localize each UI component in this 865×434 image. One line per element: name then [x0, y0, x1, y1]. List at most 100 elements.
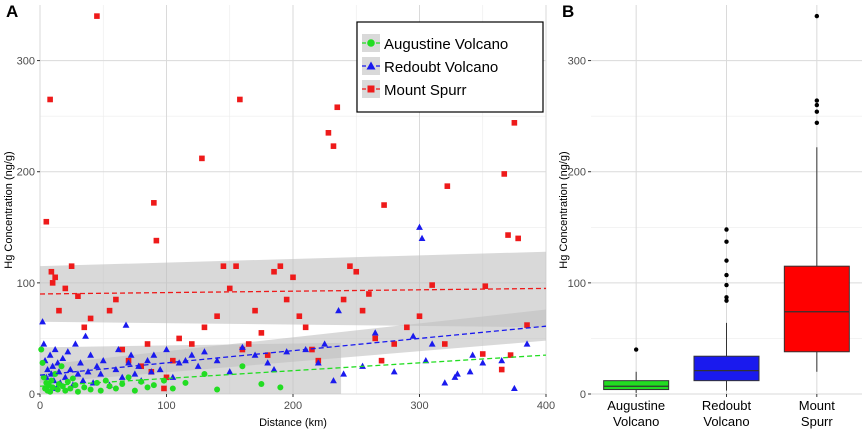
box-outlier: [724, 227, 729, 232]
data-point-spurr: [226, 285, 233, 292]
legend-marker-spurr: [367, 85, 375, 93]
data-point-redoubt: [49, 362, 57, 369]
data-point-spurr: [378, 357, 385, 364]
data-point-spurr: [505, 232, 511, 238]
data-point-spurr: [163, 374, 170, 381]
panel-a-tick-labels: 0 100 200 300 400 0 100 200 300: [17, 56, 556, 412]
data-point-augustine: [69, 375, 76, 382]
data-point-spurr: [524, 322, 530, 328]
data-point-redoubt: [118, 373, 126, 380]
data-point-redoubt: [416, 223, 423, 230]
data-point-redoubt: [54, 359, 62, 366]
data-point-redoubt: [147, 368, 155, 375]
data-point-redoubt: [454, 370, 461, 377]
data-point-augustine: [40, 374, 47, 381]
data-point-augustine: [39, 359, 46, 366]
data-point-spurr: [482, 283, 489, 289]
data-point-redoubt: [359, 362, 366, 369]
data-point-redoubt: [61, 373, 69, 380]
data-point-augustine: [58, 363, 65, 370]
box-outlier: [724, 298, 729, 303]
data-point-redoubt: [283, 348, 291, 355]
data-point-spurr: [359, 307, 366, 314]
data-point-redoubt: [64, 348, 72, 355]
trend-line-0: [39, 354, 547, 387]
data-point-spurr: [220, 263, 227, 269]
data-point-redoubt: [340, 370, 347, 377]
data-point-redoubt: [84, 368, 92, 375]
panel-b-label: B: [562, 2, 574, 21]
box-outlier: [724, 239, 729, 244]
data-point-spurr: [106, 307, 113, 314]
box-outlier: [724, 258, 729, 263]
data-point-spurr: [302, 324, 309, 331]
category-label-line2: Spurr: [801, 414, 833, 429]
data-point-spurr: [68, 263, 75, 269]
data-point-redoubt: [39, 318, 46, 325]
category-label-line1: Augustine: [607, 398, 665, 413]
y-tick-label: 200: [568, 167, 586, 179]
data-point-redoubt: [112, 365, 120, 373]
data-point-spurr: [43, 218, 50, 225]
data-point-spurr: [381, 202, 387, 208]
data-point-augustine: [97, 387, 104, 394]
data-point-redoubt: [115, 345, 122, 353]
data-point-spurr: [444, 183, 451, 189]
data-point-augustine: [119, 380, 126, 387]
box-outlier: [814, 13, 820, 19]
data-point-spurr: [353, 268, 360, 275]
y-tick-label: 100: [568, 278, 586, 290]
data-point-redoubt: [390, 368, 398, 375]
data-point-redoubt: [428, 340, 436, 347]
data-point-redoubt: [510, 384, 518, 392]
data-point-augustine: [150, 382, 157, 389]
data-point-spurr: [176, 335, 182, 342]
category-label-line1: Redoubt: [702, 398, 752, 413]
data-point-spurr: [334, 104, 341, 111]
data-point-spurr: [511, 120, 518, 126]
x-tick-label: 200: [284, 400, 302, 412]
data-point-spurr: [501, 171, 508, 177]
data-point-spurr: [366, 291, 372, 297]
data-point-redoubt: [99, 357, 107, 364]
data-point-redoubt: [314, 359, 322, 366]
data-point-spurr: [199, 155, 205, 162]
data-point-redoubt: [87, 351, 94, 358]
data-point-redoubt: [264, 359, 272, 366]
box-outlier: [814, 109, 820, 114]
data-point-spurr: [372, 335, 379, 342]
data-point-spurr: [325, 130, 332, 136]
data-point-spurr: [416, 313, 423, 319]
data-point-spurr: [296, 313, 303, 319]
data-point-spurr: [48, 268, 55, 275]
data-point-redoubt: [72, 340, 79, 347]
data-point-augustine: [214, 386, 221, 393]
panel-b-boxplot: B 0100200300AugustineVolcanoRedoubtVolca…: [558, 2, 862, 429]
data-point-spurr: [47, 96, 53, 103]
box-outlier: [633, 347, 639, 352]
y-tick-label: 200: [17, 167, 35, 179]
data-point-redoubt: [213, 357, 221, 364]
confidence-band-2: [40, 251, 546, 328]
data-point-augustine: [38, 346, 45, 353]
data-point-spurr: [507, 352, 514, 358]
data-point-spurr: [94, 13, 100, 19]
data-point-spurr: [404, 324, 410, 331]
data-point-spurr: [52, 274, 58, 281]
data-point-spurr: [429, 282, 435, 288]
data-point-augustine: [144, 384, 151, 391]
data-point-redoubt: [194, 362, 202, 369]
data-point-redoubt: [330, 377, 337, 384]
data-point-augustine: [131, 387, 138, 394]
x-tick-label: 0: [37, 400, 43, 412]
box-iqr: [693, 355, 760, 382]
data-point-spurr: [340, 296, 347, 303]
data-point-spurr: [233, 263, 239, 269]
data-point-spurr: [330, 143, 337, 149]
data-point-redoubt: [125, 359, 132, 366]
data-point-redoubt: [226, 368, 234, 375]
data-point-spurr: [189, 341, 195, 347]
data-point-augustine: [106, 383, 113, 390]
data-point-augustine: [112, 385, 119, 392]
